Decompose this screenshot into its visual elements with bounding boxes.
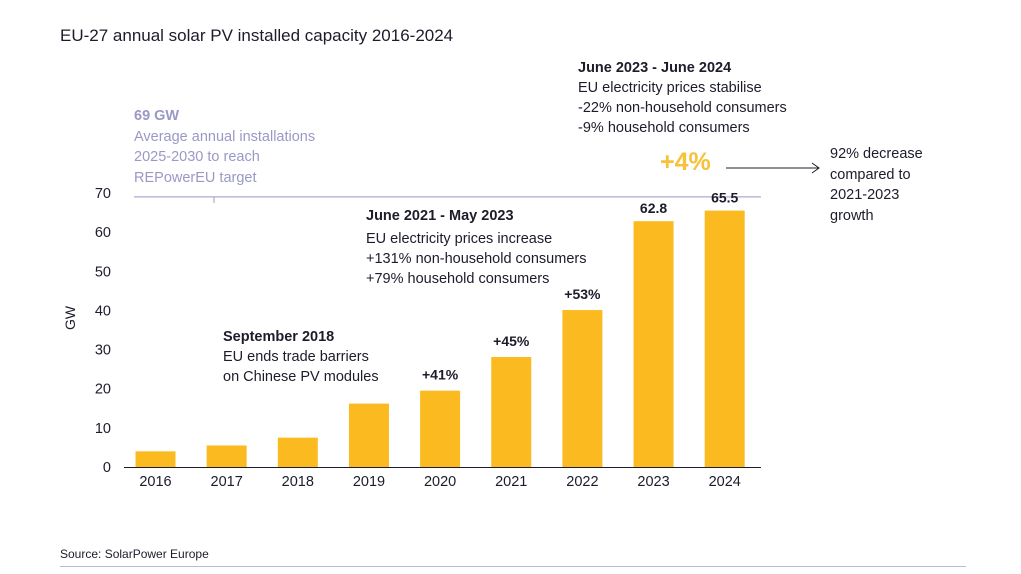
x-tick-label: 2020 — [424, 474, 456, 490]
y-tick-label: 50 — [95, 264, 111, 280]
y-tick-label: 40 — [95, 303, 111, 319]
annotation-title: September 2018 — [223, 329, 335, 345]
annotation-2021-2023: June 2021 - May 2023 EU electricity pric… — [366, 206, 586, 289]
y-axis-ticks: 0 10 20 30 40 50 60 70 — [95, 186, 111, 476]
bar-2024 — [704, 210, 745, 467]
growth-label: +53% — [564, 286, 601, 302]
bar-2023 — [633, 221, 674, 467]
bar-2022 — [562, 310, 603, 467]
decrease-note: 92% decrease compared to 2021-2023 growt… — [830, 144, 923, 226]
source-divider — [60, 566, 966, 567]
bar-2017 — [206, 445, 247, 467]
target-line: REPowerEU target — [134, 169, 257, 186]
x-tick-label: 2022 — [566, 474, 598, 490]
bar-labels: +41% +45% +53% 62.8 65.5 — [422, 190, 739, 383]
x-tick-label: 2021 — [495, 474, 527, 490]
y-tick-label: 20 — [95, 382, 111, 398]
target-line: 2025-2030 to reach — [134, 149, 260, 165]
annotation-line: EU electricity prices increase — [366, 231, 553, 247]
value-label: 62.8 — [640, 200, 667, 216]
target-annotation: 69 GW Average annual installations 2025-… — [134, 106, 315, 188]
y-axis-label: GW — [62, 305, 78, 330]
annotation-line: -22% non-household consumers — [578, 100, 787, 116]
x-tick-label: 2023 — [637, 474, 669, 490]
annotation-line: on Chinese PV modules — [223, 369, 379, 385]
bar-2019 — [348, 403, 389, 467]
x-tick-label: 2018 — [282, 474, 314, 490]
annotation-sep-2018: September 2018 EU ends trade barriers on… — [223, 327, 379, 387]
y-tick-label: 0 — [103, 460, 111, 476]
y-tick-label: 10 — [95, 421, 111, 437]
y-tick-label: 70 — [95, 186, 111, 202]
note-line: compared to — [830, 166, 911, 183]
growth-label: +45% — [493, 333, 530, 349]
bar-2021 — [491, 357, 532, 467]
bar-2016 — [135, 451, 176, 467]
annotation-line: EU electricity prices stabilise — [578, 80, 762, 96]
x-axis-ticks: 2016 2017 2018 2019 2020 2021 2022 2023 2024 — [139, 474, 740, 490]
x-tick-label: 2016 — [139, 474, 171, 490]
reference-line — [134, 196, 761, 203]
annotation-line: +79% household consumers — [366, 271, 550, 287]
note-line: 2021-2023 — [830, 187, 900, 203]
target-title: 69 GW — [134, 108, 180, 124]
source-note: Source: SolarPower Europe — [60, 547, 209, 561]
arrow — [726, 162, 820, 174]
y-tick-label: 30 — [95, 343, 111, 359]
y-tick-label: 60 — [95, 225, 111, 241]
chart-title: EU-27 annual solar PV installed capacity… — [60, 26, 454, 45]
annotation-title: June 2023 - June 2024 — [578, 60, 732, 76]
note-line: 92% decrease — [830, 146, 923, 162]
annotation-line: EU ends trade barriers — [223, 349, 369, 365]
annotation-line: +131% non-household consumers — [366, 251, 587, 267]
x-tick-label: 2017 — [211, 474, 243, 490]
target-line: Average annual installations — [134, 128, 316, 145]
note-line: growth — [830, 207, 874, 224]
annotation-line: -9% household consumers — [578, 120, 750, 136]
bar-2020 — [420, 390, 461, 467]
bar-2018 — [277, 437, 318, 467]
growth-highlight: +4% — [660, 148, 711, 176]
growth-label: +41% — [422, 367, 459, 383]
annotation-2023-2024: June 2023 - June 2024 EU electricity pri… — [578, 58, 787, 138]
x-tick-label: 2019 — [353, 474, 385, 490]
x-tick-label: 2024 — [709, 474, 741, 490]
annotation-title: June 2021 - May 2023 — [366, 208, 514, 224]
value-label: 65.5 — [711, 190, 738, 206]
bars — [135, 210, 745, 467]
